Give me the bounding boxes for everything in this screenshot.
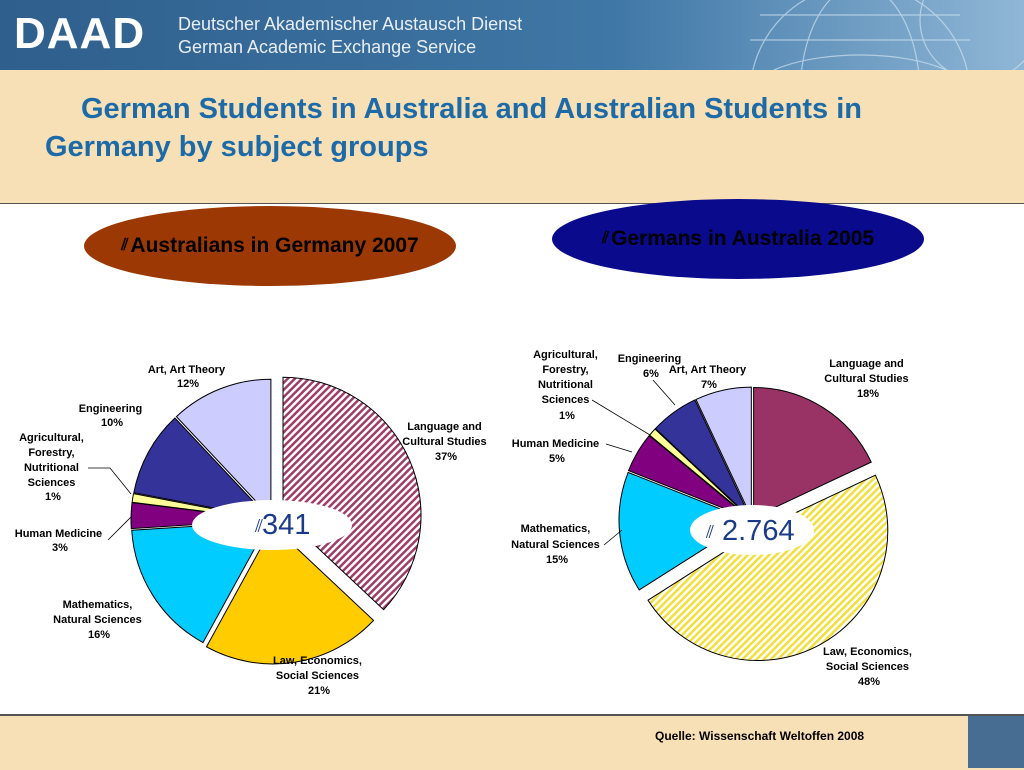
total-ellipse xyxy=(192,500,352,550)
chart-title-germans-in-australia: ⫽ Germans in Australia 2005 xyxy=(552,199,924,279)
footer-accent-box xyxy=(968,716,1024,768)
chart-title-text: Germans in Australia 2005 xyxy=(611,227,875,250)
slice-value: 1% xyxy=(45,491,61,503)
chart-title-australians-in-germany: ⫽ Australians in Germany 2007 xyxy=(84,206,456,286)
pie-slice-language-and-cultural-studies xyxy=(753,386,872,519)
slice-label: Art, Art Theory 7% xyxy=(669,364,749,391)
footer-band xyxy=(0,714,1024,770)
pie-slice-human-medicine xyxy=(627,434,750,519)
slice-label: Human Medicine 3% xyxy=(15,528,105,554)
slice-label: Language and Cultural Studies 18% xyxy=(824,358,911,400)
slice-label: Law, Economics, Social Sciences 21% xyxy=(273,655,365,697)
pie-slice-law-economics-social-sciences xyxy=(647,474,889,662)
daad-logo: DAAD xyxy=(14,9,146,58)
pie-slice-art-art-theory xyxy=(695,386,752,518)
slice-value: 6% xyxy=(643,368,659,380)
slice-value: 1% xyxy=(559,410,575,422)
pie-slice-engineering xyxy=(133,417,271,520)
slice-label: Art, Art Theory 12% xyxy=(148,364,228,390)
pie-chart-germans xyxy=(618,386,889,662)
chart-title-text: Australians in Germany 2007 xyxy=(130,234,419,257)
pie-chart-australians xyxy=(130,376,422,665)
slice-label: Engineering 6% xyxy=(618,353,685,380)
pie-slice-mathematics-natural-sciences xyxy=(618,471,751,591)
page-title: German Students in Australia and Austral… xyxy=(45,93,862,163)
slice-value: 16% xyxy=(88,629,110,641)
pie-slice-language-and-cultural-studies xyxy=(282,376,422,611)
hatch-pattern-icon: ⫽ xyxy=(121,237,129,254)
pie-slice-engineering xyxy=(654,399,751,518)
slice-label: Mathematics, Natural Sciences 15% xyxy=(511,523,603,566)
slice-value: 5% xyxy=(549,453,565,465)
slice-value: 48% xyxy=(858,676,880,688)
slice-value: 15% xyxy=(546,554,568,566)
slice-label: Human Medicine 5% xyxy=(512,438,602,465)
slice-label: Agricultural, Forestry, Nutritional Scie… xyxy=(533,349,601,422)
hatch-pattern-icon: ⫽ xyxy=(601,230,610,247)
total-count-australians: 341 xyxy=(262,509,310,541)
pie-slice-law-economics-social-sciences xyxy=(205,525,375,665)
slice-label: Agricultural, Forestry, Nutritional Scie… xyxy=(19,432,87,503)
header-banner: DAAD Deutscher Akademischer Austausch Di… xyxy=(0,0,1024,70)
slice-value: 7% xyxy=(701,379,717,391)
slice-value: 10% xyxy=(101,417,123,429)
organization-name-german: Deutscher Akademischer Austausch Dienst xyxy=(178,14,523,34)
slice-value: 18% xyxy=(857,388,879,400)
header-globe-graphic xyxy=(0,0,1024,70)
slice-value: 21% xyxy=(308,685,330,697)
hatch-pattern-icon: ⫽ xyxy=(254,516,263,536)
slice-value: 3% xyxy=(52,542,68,554)
source-note: Quelle: Wissenschaft Weltoffen 2008 xyxy=(655,729,865,743)
title-band xyxy=(0,70,1024,204)
organization-name-english: German Academic Exchange Service xyxy=(178,37,477,57)
pie-slice-mathematics-natural-sciences xyxy=(131,521,271,644)
pie-slice-art-art-theory xyxy=(175,378,272,519)
total-ellipse xyxy=(690,505,814,555)
hatch-pattern-icon: ⫽ xyxy=(705,522,714,542)
slice-label: Law, Economics, Social Sciences 48% xyxy=(823,646,915,688)
slice-value: 37% xyxy=(435,451,457,463)
total-count-germans: 2.764 xyxy=(722,515,795,547)
slice-value: 12% xyxy=(177,378,199,390)
slice-label: Engineering 10% xyxy=(79,403,146,429)
slice-label: Mathematics, Natural Sciences 16% xyxy=(53,599,145,641)
slice-label: Language and Cultural Studies 37% xyxy=(402,421,489,463)
